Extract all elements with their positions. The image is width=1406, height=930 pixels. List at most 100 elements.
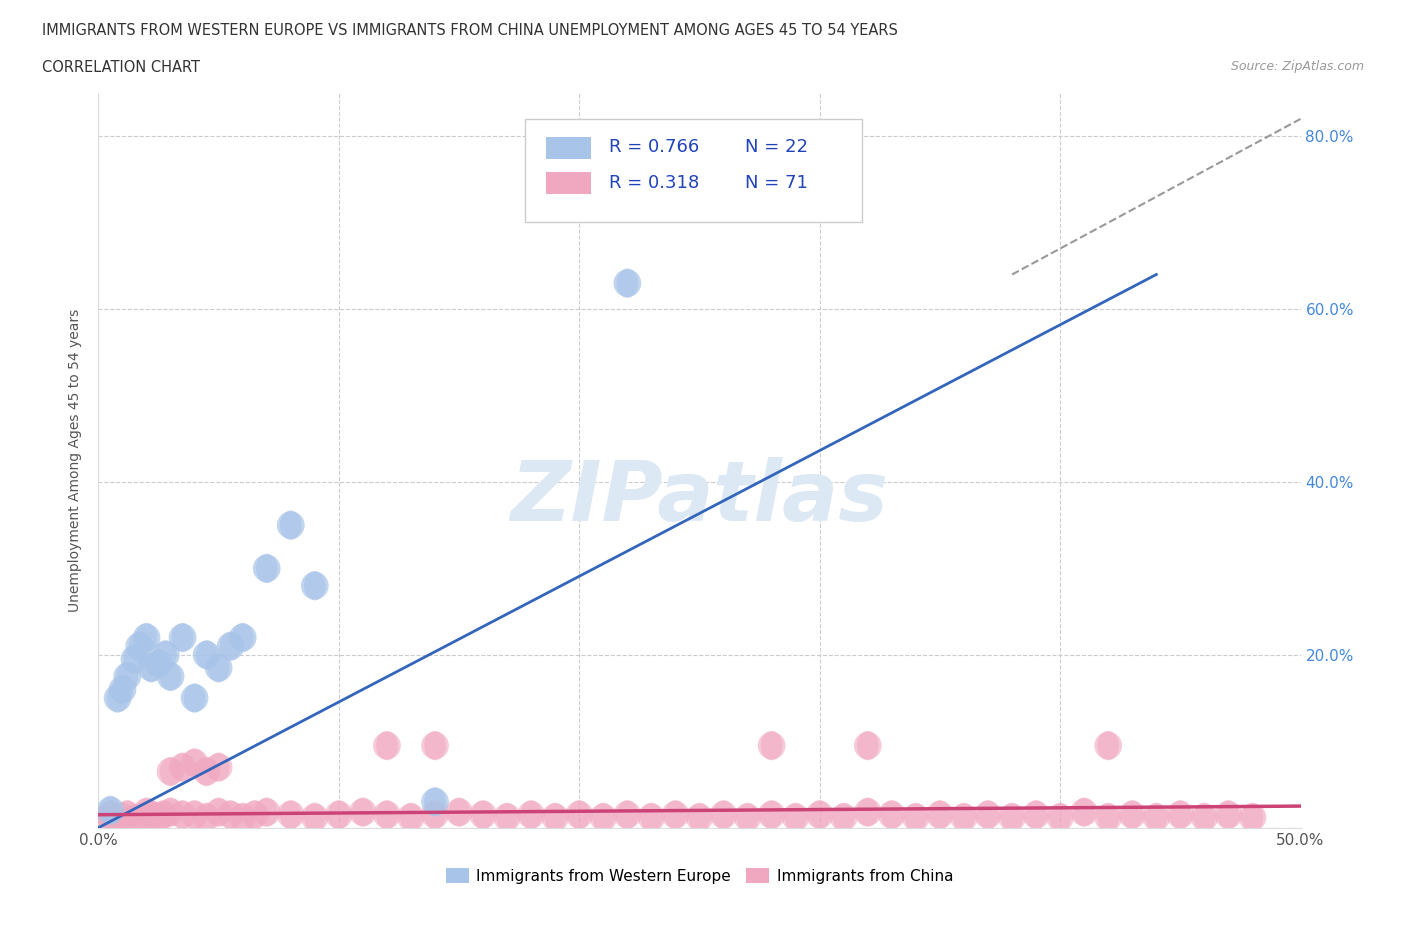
Ellipse shape bbox=[232, 623, 253, 652]
Point bbox=[713, 807, 735, 822]
Ellipse shape bbox=[352, 797, 374, 827]
Point bbox=[100, 807, 122, 822]
Point bbox=[472, 807, 495, 822]
Point bbox=[1025, 807, 1047, 822]
Point bbox=[832, 810, 855, 825]
Point bbox=[447, 804, 470, 819]
Ellipse shape bbox=[155, 640, 177, 670]
Point bbox=[107, 691, 129, 706]
Point bbox=[159, 764, 181, 779]
Ellipse shape bbox=[195, 757, 218, 786]
Point bbox=[761, 738, 783, 753]
Point bbox=[172, 760, 194, 775]
Point bbox=[183, 691, 205, 706]
Point bbox=[148, 656, 170, 671]
Ellipse shape bbox=[1025, 800, 1047, 830]
Point bbox=[195, 764, 218, 779]
Point bbox=[128, 639, 150, 654]
Point bbox=[928, 807, 950, 822]
Point bbox=[1218, 807, 1240, 822]
Point bbox=[141, 807, 163, 822]
Point bbox=[1073, 804, 1095, 819]
Ellipse shape bbox=[713, 800, 734, 830]
Ellipse shape bbox=[124, 644, 145, 674]
Point bbox=[280, 518, 302, 533]
Point bbox=[256, 804, 278, 819]
Point bbox=[544, 810, 567, 825]
Point bbox=[1049, 810, 1071, 825]
Ellipse shape bbox=[172, 800, 194, 830]
Point bbox=[1097, 738, 1119, 753]
Ellipse shape bbox=[1098, 731, 1119, 761]
Point bbox=[1194, 810, 1216, 825]
Ellipse shape bbox=[953, 803, 974, 832]
Point bbox=[135, 631, 157, 645]
Point bbox=[761, 807, 783, 822]
Ellipse shape bbox=[304, 571, 326, 601]
Ellipse shape bbox=[208, 797, 229, 827]
FancyBboxPatch shape bbox=[526, 119, 862, 221]
Ellipse shape bbox=[184, 684, 205, 712]
Ellipse shape bbox=[280, 800, 301, 830]
Point bbox=[856, 804, 879, 819]
Ellipse shape bbox=[100, 800, 121, 830]
Ellipse shape bbox=[761, 731, 782, 761]
Ellipse shape bbox=[243, 800, 266, 830]
Point bbox=[208, 760, 231, 775]
Point bbox=[664, 807, 686, 822]
Point bbox=[375, 738, 398, 753]
Point bbox=[904, 810, 927, 825]
Ellipse shape bbox=[172, 752, 194, 782]
Ellipse shape bbox=[761, 800, 782, 830]
Point bbox=[124, 652, 146, 667]
Ellipse shape bbox=[94, 804, 117, 834]
Ellipse shape bbox=[208, 752, 229, 782]
Point bbox=[1170, 807, 1192, 822]
Ellipse shape bbox=[472, 800, 494, 830]
Legend: Immigrants from Western Europe, Immigrants from China: Immigrants from Western Europe, Immigran… bbox=[440, 862, 959, 890]
Ellipse shape bbox=[131, 803, 152, 832]
Point bbox=[1121, 807, 1143, 822]
Ellipse shape bbox=[858, 731, 879, 761]
Ellipse shape bbox=[520, 800, 541, 830]
Point bbox=[152, 807, 174, 822]
Point bbox=[232, 810, 254, 825]
Point bbox=[219, 639, 242, 654]
Ellipse shape bbox=[641, 803, 662, 832]
Ellipse shape bbox=[256, 553, 277, 583]
Ellipse shape bbox=[882, 800, 903, 830]
Point bbox=[243, 807, 266, 822]
Ellipse shape bbox=[280, 511, 301, 540]
Ellipse shape bbox=[232, 803, 253, 832]
Ellipse shape bbox=[208, 653, 229, 683]
Point bbox=[208, 660, 231, 675]
Text: IMMIGRANTS FROM WESTERN EUROPE VS IMMIGRANTS FROM CHINA UNEMPLOYMENT AMONG AGES : IMMIGRANTS FROM WESTERN EUROPE VS IMMIGR… bbox=[42, 23, 898, 38]
Point bbox=[568, 807, 591, 822]
Ellipse shape bbox=[1194, 803, 1215, 832]
Point bbox=[423, 807, 446, 822]
FancyBboxPatch shape bbox=[546, 172, 592, 194]
Point bbox=[208, 804, 231, 819]
Text: R = 0.766: R = 0.766 bbox=[609, 139, 700, 156]
Ellipse shape bbox=[136, 797, 157, 827]
Ellipse shape bbox=[128, 631, 150, 661]
Point bbox=[304, 578, 326, 593]
Ellipse shape bbox=[160, 757, 181, 786]
Point bbox=[256, 561, 278, 576]
Ellipse shape bbox=[449, 797, 470, 827]
FancyBboxPatch shape bbox=[546, 137, 592, 159]
Y-axis label: Unemployment Among Ages 45 to 54 years: Unemployment Among Ages 45 to 54 years bbox=[69, 309, 83, 612]
Point bbox=[159, 669, 181, 684]
Ellipse shape bbox=[117, 800, 138, 830]
Ellipse shape bbox=[304, 803, 326, 832]
Point bbox=[111, 810, 134, 825]
Ellipse shape bbox=[496, 803, 517, 832]
Ellipse shape bbox=[111, 674, 134, 704]
Ellipse shape bbox=[195, 640, 218, 670]
Ellipse shape bbox=[808, 800, 831, 830]
Ellipse shape bbox=[141, 653, 162, 683]
Ellipse shape bbox=[1001, 803, 1022, 832]
Ellipse shape bbox=[184, 800, 205, 830]
Ellipse shape bbox=[124, 804, 145, 834]
Ellipse shape bbox=[858, 797, 879, 827]
